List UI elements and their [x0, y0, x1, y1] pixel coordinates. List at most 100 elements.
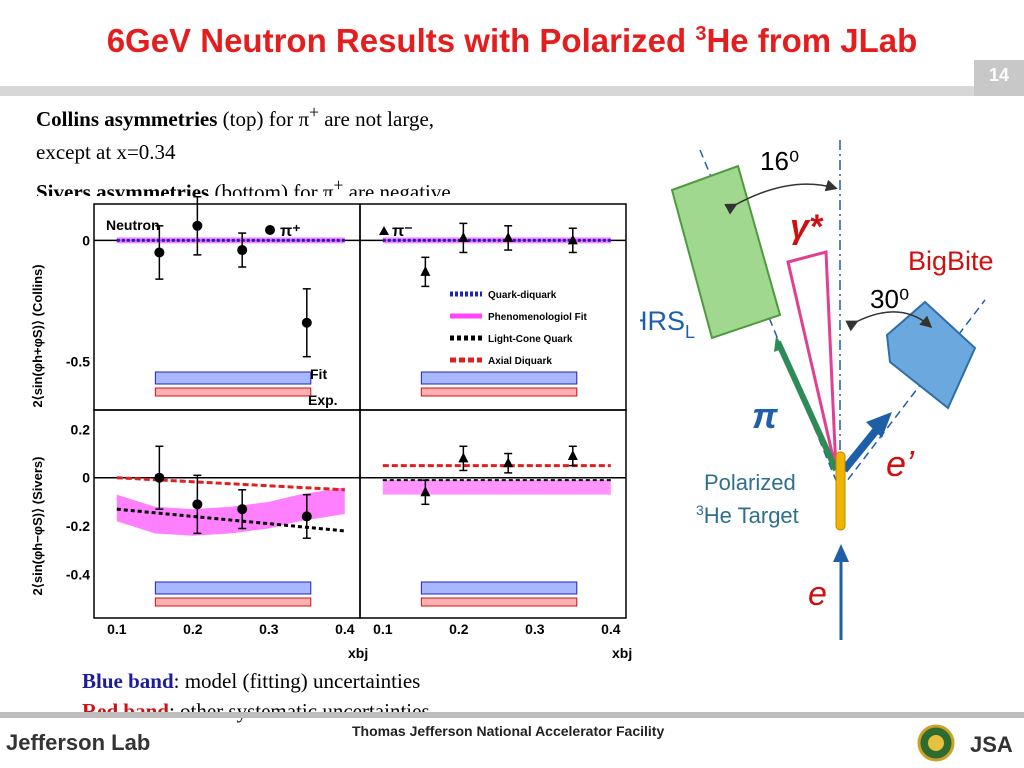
label-pi-minus: π⁻	[392, 223, 413, 240]
data-point	[237, 504, 248, 515]
pheno-fit-band-1	[382, 237, 611, 244]
angle-arc-bigbite	[845, 311, 933, 332]
footer-divider	[0, 712, 1024, 718]
y-tick-label: 0	[82, 470, 90, 486]
x-tick-label: 0.3	[259, 621, 279, 637]
legend-pi-minus-marker	[379, 226, 389, 235]
data-point	[192, 499, 203, 510]
pion-track	[775, 340, 839, 472]
x-tick-label: 0.4	[601, 621, 621, 637]
hrs-label-main: HRS	[640, 306, 685, 336]
data-point	[154, 247, 165, 258]
note-blue-text: : model (fitting) uncertainties	[173, 669, 421, 693]
fit-uncertainty-band-2	[154, 581, 312, 595]
y-tick-label: 0.2	[71, 421, 91, 437]
fit-uncertainty-band-1	[420, 371, 578, 385]
legend-pi-plus-marker	[265, 225, 275, 235]
data-point	[192, 220, 203, 231]
footer-facility-name: Thomas Jefferson National Accelerator Fa…	[352, 723, 665, 739]
exp-uncertainty-band-2	[154, 597, 312, 607]
pion-label: π	[752, 395, 778, 436]
hrs-label: HRSL	[640, 306, 695, 342]
fit-uncertainty-band-3	[420, 581, 578, 595]
legend-label: Light-Cone Quark	[488, 334, 573, 345]
kinematics-diagram: 16⁰ 30⁰ γ* BigBite HRSL π e’ e Polarized…	[640, 140, 994, 640]
model-legend: Quark-diquark Phenomenologiol Fit Light-Co…	[450, 290, 588, 367]
bigbite-spectrometer	[885, 300, 977, 410]
bigbite-axis	[839, 299, 986, 491]
title-tail: He from JLab	[706, 22, 918, 59]
y-tick-label: -0.5	[66, 354, 90, 370]
exp-uncertainty-band-1	[420, 387, 578, 397]
exp-uncertainty-band-3	[420, 597, 578, 607]
data-point	[154, 472, 165, 483]
angle-arc-hrs	[724, 179, 838, 215]
scattered-electron-track	[840, 425, 882, 473]
data-point	[503, 231, 514, 242]
hrs-label-sub: L	[685, 322, 695, 342]
virtual-photon	[786, 250, 838, 471]
data-point	[458, 452, 469, 463]
note-blue: Blue band: model (fitting) uncertainties	[82, 666, 430, 696]
page-number: 14	[974, 60, 1024, 96]
data-point	[567, 234, 578, 245]
angle-hrs-label: 16⁰	[760, 146, 799, 176]
gamma-star-label: γ*	[790, 208, 824, 246]
footer-logos: JSA	[917, 724, 1013, 762]
legend-label: Axial Diquark	[488, 356, 552, 367]
pheno-fit-band-0	[116, 237, 345, 244]
beam-arrowhead	[833, 544, 849, 562]
angle-bigbite-label: 30⁰	[870, 284, 909, 314]
target-sup: 3	[696, 502, 704, 518]
x-tick-label: 0.4	[335, 621, 355, 637]
data-point	[567, 449, 578, 460]
note-red-text: : other systematic uncertainties	[168, 699, 430, 723]
data-point	[301, 511, 312, 522]
x-label-left: xbj	[348, 645, 368, 661]
hrs-spectrometer	[670, 164, 782, 340]
jsa-logo: JSA	[970, 732, 1013, 757]
y-label-sivers: 2⟨sin(φh−φS)⟩ (Sivers)	[30, 457, 45, 596]
panel-frame-3	[359, 409, 627, 619]
x-tick-label: 0.2	[449, 621, 469, 637]
data-point	[237, 245, 248, 256]
note-blue-label: Blue band	[82, 669, 174, 693]
x-tick-label: 0.1	[373, 621, 393, 637]
exp-uncertainty-band-0	[154, 387, 312, 397]
y-tick-label: 0	[82, 232, 90, 248]
x-tick-label: 0.2	[183, 621, 203, 637]
collins-end: are not large,	[318, 107, 435, 131]
collins-rest: (top) for π	[217, 107, 310, 131]
y-tick-label: -0.2	[66, 518, 90, 534]
eprime-label: e’	[886, 443, 915, 484]
bigbite-label: BigBite	[908, 246, 994, 276]
data-point	[301, 317, 312, 328]
title-divider	[0, 86, 1024, 96]
sivers-pheno-band	[116, 487, 345, 536]
data-point	[503, 457, 514, 468]
seal-center	[928, 735, 944, 751]
note-red-label: Red band	[82, 699, 169, 723]
collins-bold: Collins asymmetries	[36, 107, 218, 131]
x-label-right: xbj	[612, 645, 632, 661]
band-notes: Blue band: model (fitting) uncertainties…	[82, 666, 430, 726]
jefferson-lab-logo: Jefferson Lab	[6, 730, 151, 755]
sivers-pheno-band-neg	[382, 480, 611, 495]
slide-title: 6GeV Neutron Results with Polarized 3He …	[0, 22, 1024, 60]
y-tick-label: -0.4	[66, 566, 90, 582]
target-cell	[835, 451, 846, 531]
x-tick-label: 0.3	[525, 621, 545, 637]
pion-arrowhead	[774, 336, 784, 352]
asymmetry-chart: 0 -0.5 0.2 0 -0.2 -0.4 0.1 0.2 0.3 0.4 0.1 0.2 0.3 0.…	[30, 196, 645, 666]
collins-sup: +	[309, 102, 319, 122]
data-point	[458, 231, 469, 242]
data-point	[420, 486, 431, 497]
data-point	[420, 265, 431, 276]
title-sup: 3	[695, 23, 707, 45]
target-label-line2: 3He Target	[696, 502, 799, 528]
title-main: 6GeV Neutron Results with Polarized	[106, 22, 696, 59]
fit-uncertainty-band-0	[154, 371, 312, 385]
target-line2-text: He Target	[704, 503, 799, 528]
label-pi-plus: π⁺	[280, 223, 301, 240]
bullet-collins: Collins asymmetries (top) for π+ are not…	[36, 96, 656, 136]
